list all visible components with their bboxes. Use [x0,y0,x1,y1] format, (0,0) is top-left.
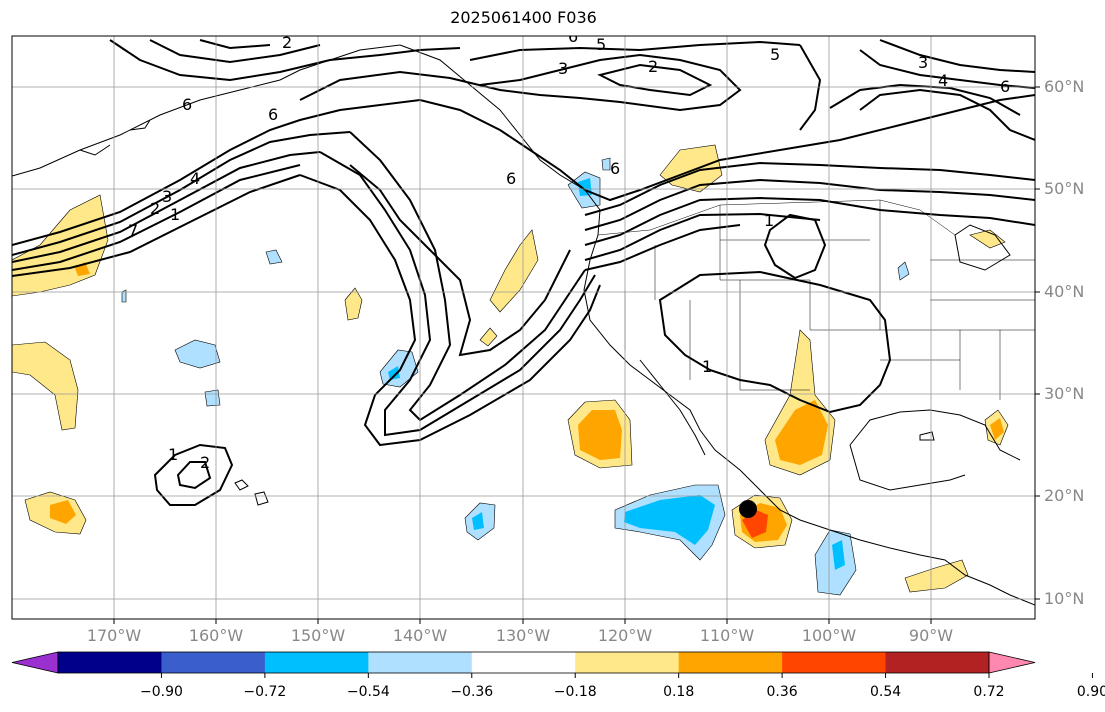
storm-center-marker [739,500,757,518]
lon-label: 140°W [392,626,448,645]
colorbar-tick-label: 0.54 [869,684,902,700]
colorbar-segment [264,652,369,673]
lon-label: 150°W [290,626,346,645]
colorbar-extend-max [988,651,1036,674]
lon-label: 130°W [495,626,551,645]
state-borders [597,199,1035,400]
colorbar-tick-label: 0.18 [663,684,695,700]
contour-label: 6 [268,105,278,124]
colorbar-tick-label: 0.72 [973,684,1005,700]
colorbar-segment [885,652,990,673]
colorbar-segment [782,652,887,673]
lat-label: 40°N [1044,282,1085,301]
contour-label: 6 [506,169,516,188]
tick-marks [113,86,1040,624]
lat-label: 50°N [1044,179,1085,198]
colorbar-tick-label: −0.72 [243,684,287,700]
contour-label: 3 [558,59,568,78]
colorbar [11,651,1093,678]
colorbar-tick-label: −0.90 [139,684,183,700]
contour-label: 1 [168,445,178,464]
colorbar-segment [575,652,680,673]
lat-label: 60°N [1044,77,1085,96]
contour-label: 3 [162,187,172,206]
lon-label: 100°W [801,626,857,645]
contour-lines [12,39,1035,506]
colorbar-extend-min [11,651,59,674]
colorbar-segment [58,652,162,673]
colorbar-tick-label: −0.18 [553,684,597,700]
contour-label: 7 [128,221,138,240]
contour-label: 4 [190,169,200,188]
colorbar-segment [471,652,576,673]
colorbar-segment [368,652,473,673]
contour-label: 2 [150,199,160,218]
colorbar-tick-label: −0.54 [346,684,390,700]
contour-label: 1 [170,205,180,224]
contour-label: 2 [648,57,658,76]
lon-label: 110°W [699,626,755,645]
contour-label: 6 [610,159,620,178]
lon-label: 170°W [86,626,142,645]
colorbar-tick-label: 0.90 [1076,684,1105,700]
contour-label: 6 [1000,77,1010,96]
contour-label: 1 [702,357,712,376]
lat-label: 10°N [1044,589,1085,608]
contour-label: 6 [568,27,578,46]
anomaly-shading [12,144,1009,596]
contour-labels: 2 3 5 6 2 5 3 6 4 6 6 4 3 2 1 7 6 6 1 1 … [128,27,1010,472]
colorbar-segment [678,652,783,673]
lon-label: 120°W [597,626,653,645]
coastlines [12,44,1035,606]
contour-label: 3 [918,53,928,72]
colorbar-border [57,651,990,674]
lat-lon-grid [12,36,1035,619]
lat-label: 30°N [1044,384,1085,403]
contour-label: 5 [770,45,780,64]
contour-label: 6 [182,95,192,114]
colorbar-tick-label: 0.36 [766,684,798,700]
lat-label: 20°N [1044,486,1085,505]
lon-label: 160°W [188,626,244,645]
contour-label: 2 [282,33,292,52]
lon-label: 90°W [908,626,954,645]
colorbar-segment [161,652,266,673]
plot-area [12,36,1035,619]
contour-label: 4 [938,71,948,90]
map-title: 2025061400 F036 [450,8,597,27]
contour-label: 1 [764,211,774,230]
contour-label: 2 [200,453,210,472]
contour-label: 5 [596,35,606,54]
colorbar-tick-label: −0.36 [450,684,494,700]
